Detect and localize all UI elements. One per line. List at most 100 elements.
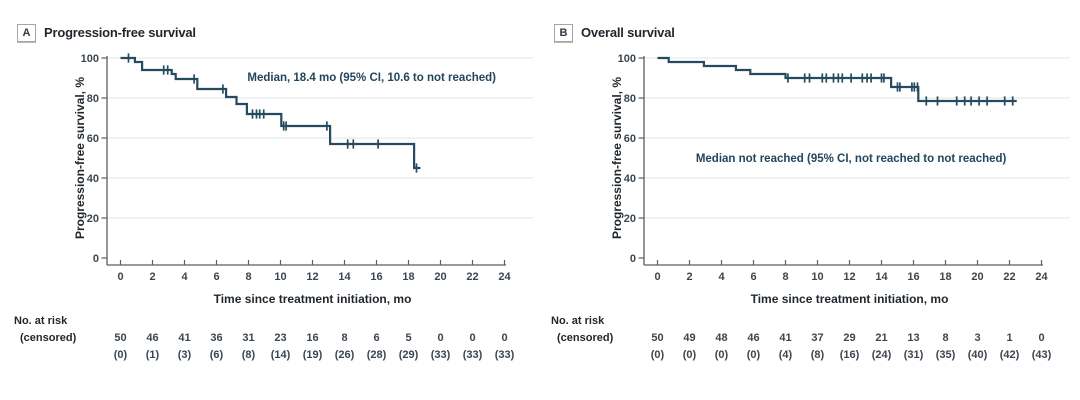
x-tick-label: 18	[939, 271, 951, 283]
censored-value: (0)	[683, 349, 697, 361]
x-tick-label: 10	[811, 271, 823, 283]
censored-value: (8)	[242, 349, 256, 361]
y-tick-label: 40	[624, 173, 636, 185]
x-tick-label: 4	[181, 271, 188, 283]
censored-value: (3)	[178, 349, 192, 361]
censored-value: (16)	[840, 349, 860, 361]
x-tick-label: 22	[1003, 271, 1015, 283]
censored-value: (40)	[968, 349, 988, 361]
y-tick-label: 20	[624, 213, 636, 225]
censored-value: (4)	[779, 349, 793, 361]
km-curve	[657, 56, 1017, 103]
at-risk-value: 16	[306, 332, 318, 344]
at-risk-value: 5	[405, 332, 411, 344]
median-annotation: Median, 18.4 mo (95% CI, 10.6 to not rea…	[247, 72, 496, 84]
at-risk-value: 37	[811, 332, 823, 344]
at-risk-value: 36	[210, 332, 222, 344]
censored-value: (6)	[210, 349, 224, 361]
at-risk-value: 1	[1006, 332, 1012, 344]
x-tick-label: 20	[971, 271, 983, 283]
at-risk-value: 6	[373, 332, 379, 344]
risk-table-label: No. at risk	[14, 315, 68, 327]
at-risk-value: 8	[341, 332, 347, 344]
y-tick-label: 20	[87, 213, 99, 225]
y-tick-label: 60	[624, 133, 636, 145]
y-tick-label: 40	[87, 173, 99, 185]
x-tick-label: 16	[370, 271, 382, 283]
x-tick-label: 24	[498, 271, 511, 283]
median-annotation: Median not reached (95% CI, not reached …	[696, 153, 1007, 165]
censored-table-label: (censored)	[20, 332, 77, 344]
x-tick-label: 2	[149, 271, 155, 283]
y-axis-title: Progression-free survival, %	[610, 77, 624, 239]
censored-value: (33)	[495, 349, 515, 361]
x-axis-title: Time since treatment initiation, mo	[751, 292, 949, 306]
at-risk-value: 3	[974, 332, 980, 344]
x-tick-label: 18	[402, 271, 414, 283]
at-risk-value: 0	[437, 332, 443, 344]
censored-value: (14)	[271, 349, 291, 361]
at-risk-value: 46	[747, 332, 759, 344]
censored-value: (24)	[872, 349, 892, 361]
panel-a-letter-badge: A	[17, 23, 36, 42]
panel-a-title: Progression-free survival	[44, 25, 196, 40]
censored-value: (33)	[463, 349, 483, 361]
at-risk-value: 29	[843, 332, 855, 344]
x-tick-label: 14	[338, 271, 351, 283]
y-axis-title: Progression-free survival, %	[73, 77, 87, 239]
at-risk-value: 21	[875, 332, 887, 344]
at-risk-value: 8	[942, 332, 948, 344]
at-risk-value: 23	[274, 332, 286, 344]
x-tick-label: 2	[686, 271, 692, 283]
x-tick-label: 4	[718, 271, 725, 283]
y-tick-label: 100	[618, 53, 636, 65]
x-tick-label: 8	[245, 271, 251, 283]
at-risk-value: 0	[469, 332, 475, 344]
x-tick-label: 12	[843, 271, 855, 283]
at-risk-value: 50	[651, 332, 663, 344]
km-curve	[120, 56, 421, 170]
y-tick-label: 0	[93, 253, 99, 265]
panel-b-letter-badge: B	[554, 23, 573, 42]
at-risk-value: 49	[683, 332, 695, 344]
x-tick-label: 8	[782, 271, 788, 283]
x-tick-label: 6	[213, 271, 219, 283]
panel-progression-free-survival: A Progression-free survival 0 20 40 60 80 100…	[14, 23, 533, 361]
at-risk-value: 41	[779, 332, 791, 344]
censored-value: (35)	[936, 349, 956, 361]
x-axis-title: Time since treatment initiation, mo	[214, 292, 412, 306]
panel-b-title: Overall survival	[581, 25, 675, 40]
at-risk-value: 46	[146, 332, 158, 344]
at-risk-value: 0	[1038, 332, 1044, 344]
censored-value: (0)	[651, 349, 665, 361]
censored-value: (0)	[715, 349, 729, 361]
at-risk-value: 0	[501, 332, 507, 344]
x-tick-label: 20	[434, 271, 446, 283]
x-tick-label: 14	[875, 271, 888, 283]
y-tick-label: 60	[87, 133, 99, 145]
x-tick-label: 24	[1035, 271, 1048, 283]
y-tick-label: 80	[624, 93, 636, 105]
x-tick-label: 12	[306, 271, 318, 283]
censored-value: (29)	[399, 349, 419, 361]
x-tick-label: 0	[654, 271, 660, 283]
risk-table-label: No. at risk	[551, 315, 605, 327]
censored-value: (1)	[146, 349, 160, 361]
y-tick-label: 100	[81, 53, 99, 65]
panel-b-header: B Overall survival	[554, 23, 675, 42]
at-risk-value: 41	[178, 332, 190, 344]
at-risk-value: 13	[907, 332, 919, 344]
at-risk-value: 31	[242, 332, 254, 344]
at-risk-value: 48	[715, 332, 727, 344]
censored-value: (8)	[811, 349, 825, 361]
x-tick-label: 6	[750, 271, 756, 283]
censored-value: (33)	[431, 349, 451, 361]
x-tick-label: 0	[117, 271, 123, 283]
x-tick-label: 10	[274, 271, 286, 283]
censored-value: (0)	[114, 349, 128, 361]
at-risk-value: 50	[114, 332, 126, 344]
censored-value: (28)	[367, 349, 387, 361]
censored-value: (19)	[303, 349, 323, 361]
